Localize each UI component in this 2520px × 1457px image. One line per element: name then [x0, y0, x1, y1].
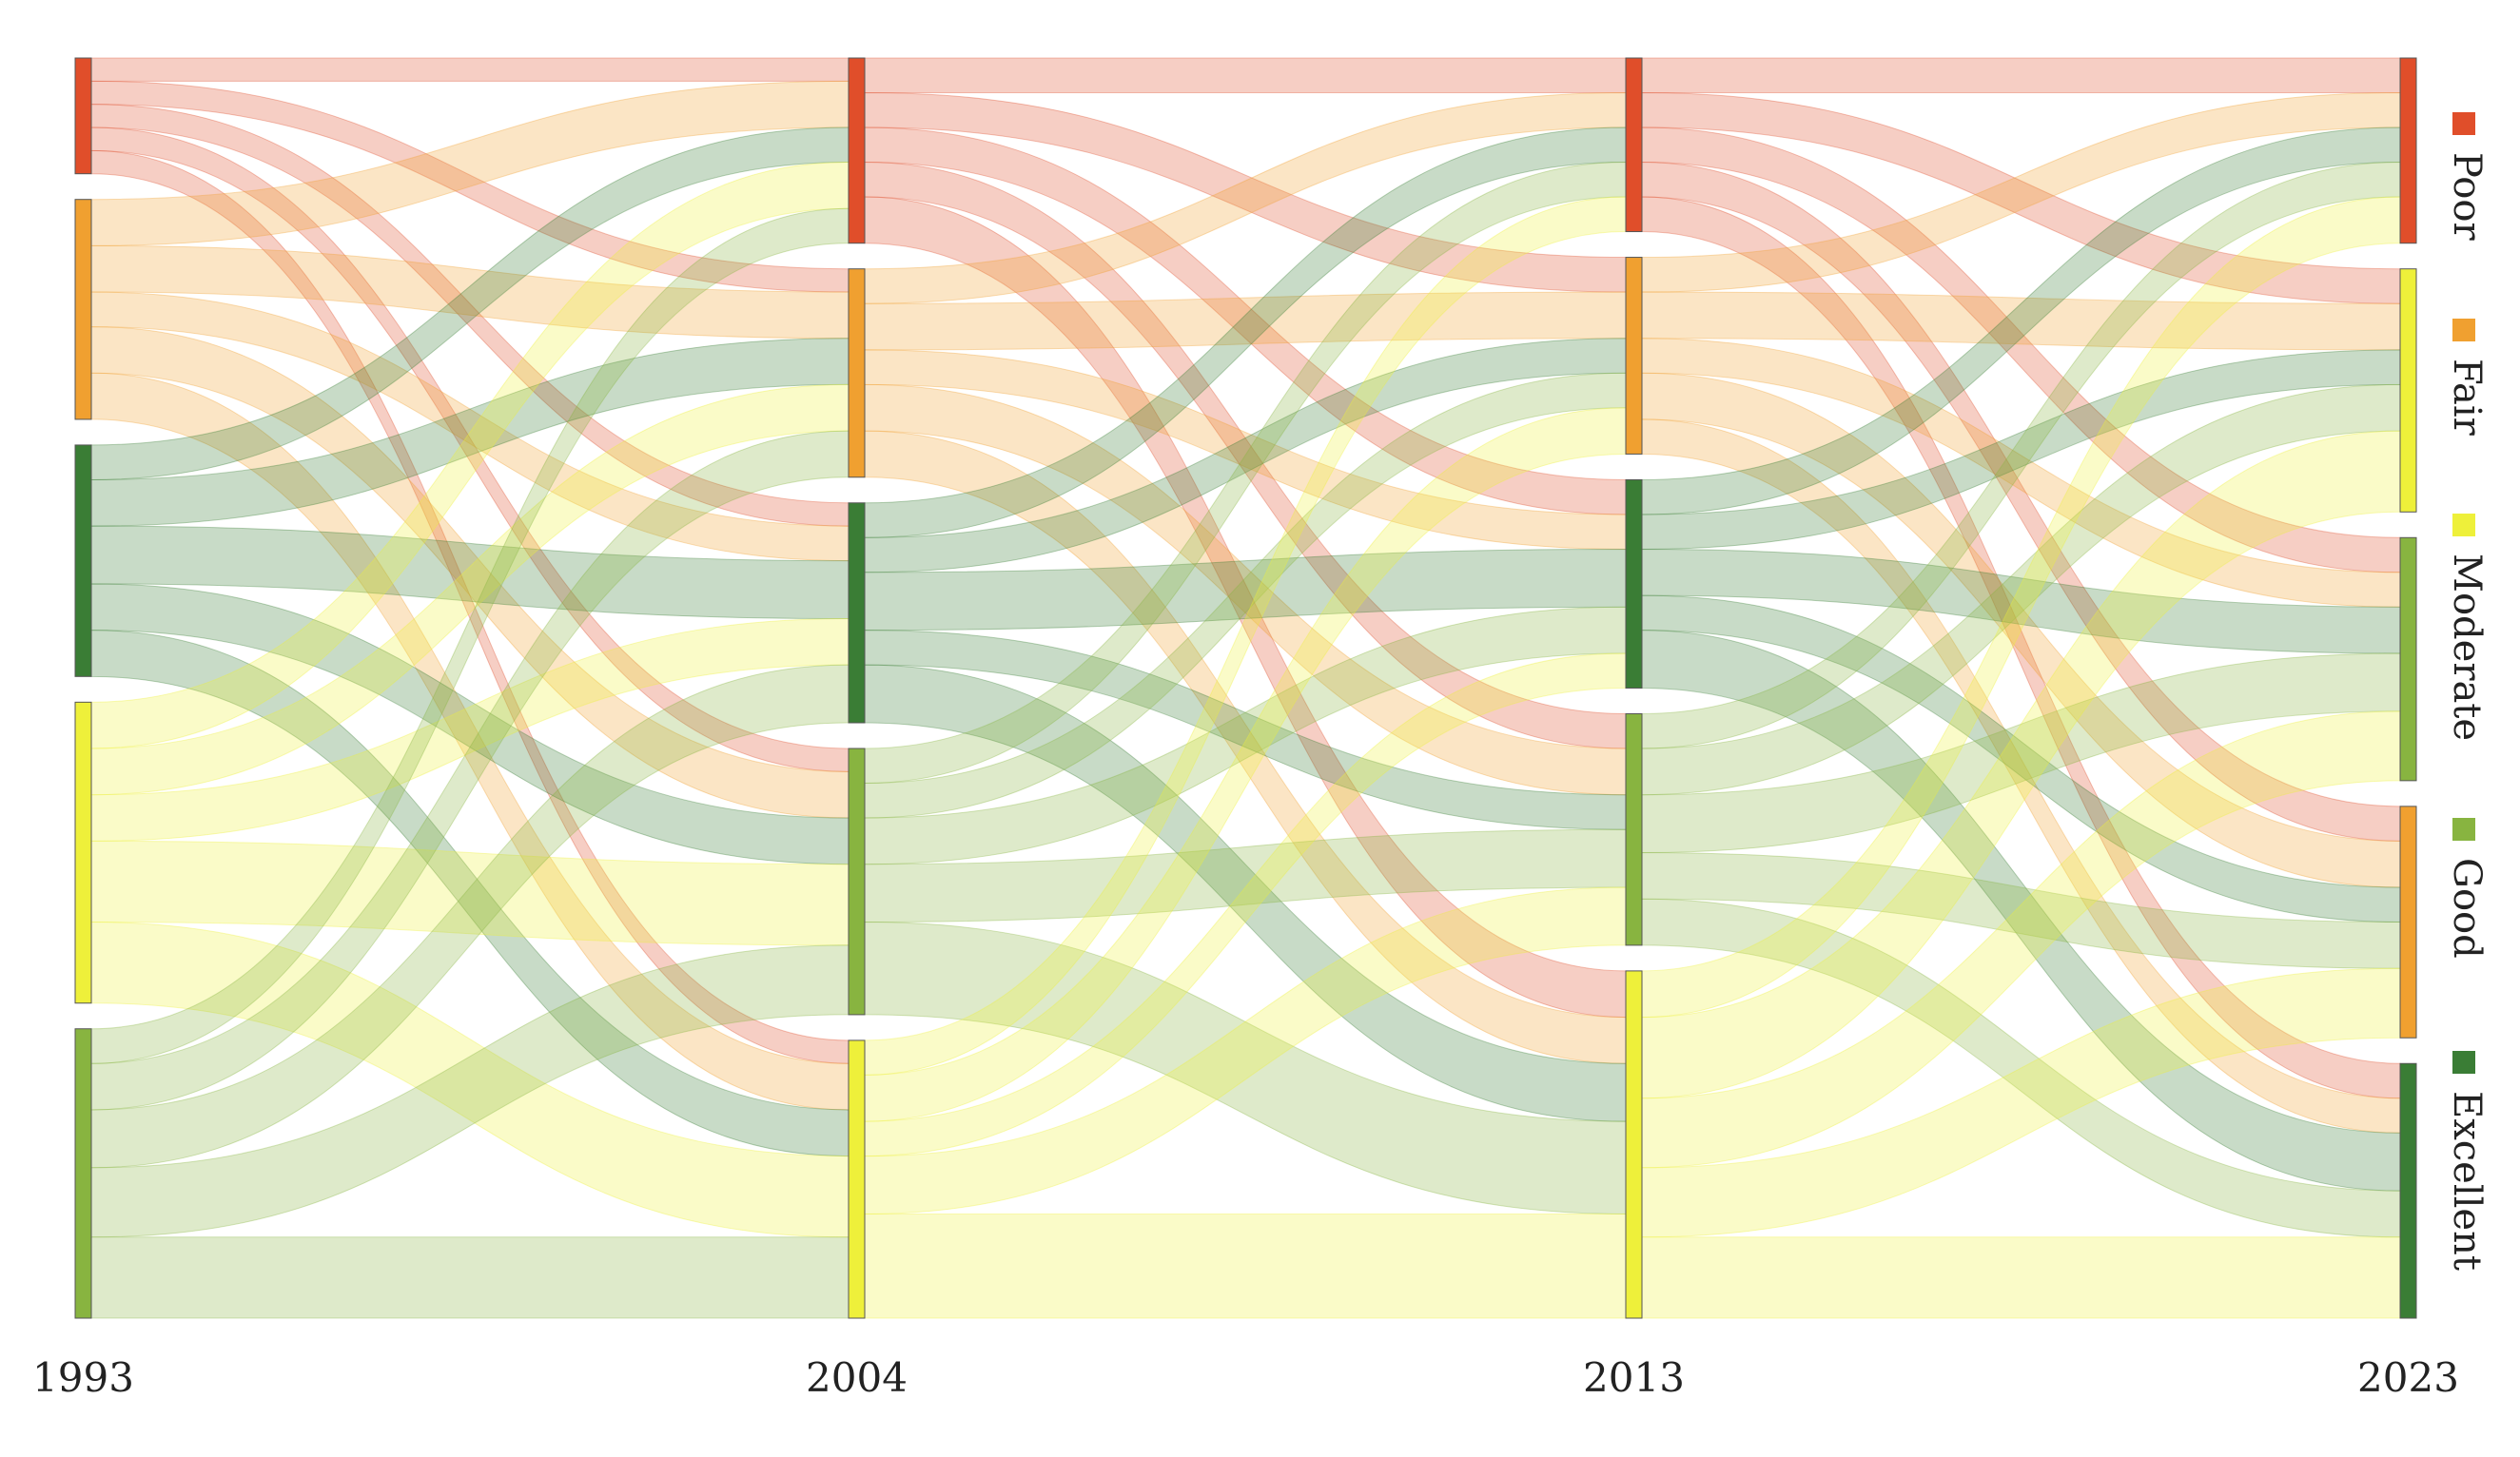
node: [74, 1028, 92, 1319]
nodes: [74, 57, 2417, 1319]
legend-swatch: [2452, 319, 2475, 341]
node: [848, 1039, 866, 1319]
flow-link: [1641, 1236, 2401, 1319]
node: [2399, 806, 2417, 1039]
legend-swatch: [2452, 112, 2475, 135]
node: [848, 57, 866, 244]
year-label: 2004: [806, 1354, 908, 1401]
node: [1625, 257, 1643, 455]
legend-label: Fair: [2445, 359, 2489, 437]
year-label: 2023: [2357, 1354, 2459, 1401]
year-label: 2013: [1583, 1354, 1685, 1401]
node: [1625, 970, 1643, 1319]
node: [2399, 536, 2417, 782]
legend-label: Good: [2445, 858, 2489, 959]
legend-label: Moderate: [2445, 554, 2489, 741]
flow-link: [90, 57, 850, 82]
node: [848, 502, 866, 724]
node: [2399, 1062, 2417, 1319]
flow-link: [90, 1236, 850, 1319]
node: [848, 268, 866, 478]
node: [74, 57, 92, 175]
node: [74, 199, 92, 420]
node: [74, 701, 92, 1004]
node: [1625, 478, 1643, 689]
legend-label: Poor: [2445, 152, 2489, 241]
node: [1625, 57, 1643, 233]
legend-label: Excellent: [2445, 1091, 2489, 1271]
flow-link: [864, 57, 1627, 94]
node: [74, 444, 92, 677]
node: [848, 748, 866, 1016]
legend-swatch: [2452, 1051, 2475, 1074]
year-label: 1993: [32, 1354, 134, 1401]
links: [90, 57, 2401, 1319]
node: [1625, 713, 1643, 946]
flow-link: [864, 1213, 1627, 1319]
legend-swatch: [2452, 514, 2475, 536]
node: [2399, 57, 2417, 244]
flow-link: [1641, 57, 2401, 94]
legend-swatch: [2452, 818, 2475, 841]
node: [2399, 268, 2417, 513]
